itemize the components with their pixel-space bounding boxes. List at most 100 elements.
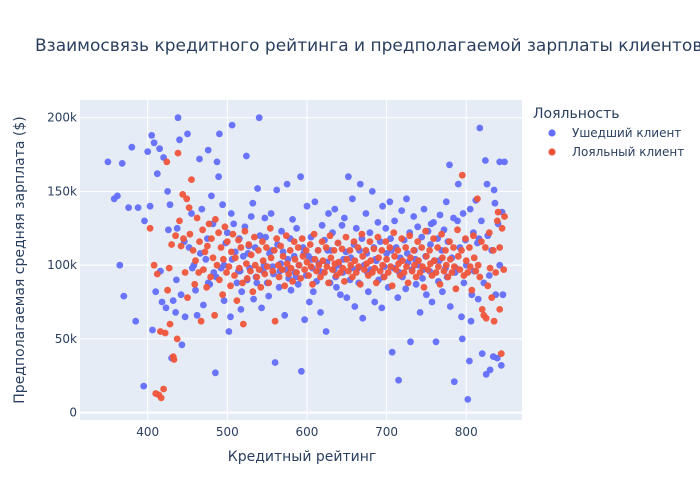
data-point[interactable] (213, 261, 221, 269)
data-point[interactable] (265, 292, 273, 300)
data-point[interactable] (318, 221, 326, 229)
data-point[interactable] (342, 233, 350, 241)
data-point[interactable] (281, 311, 289, 319)
data-point[interactable] (255, 247, 262, 254)
data-point[interactable] (188, 210, 195, 217)
data-point[interactable] (279, 252, 287, 260)
data-point[interactable] (181, 269, 189, 276)
data-point[interactable] (184, 294, 191, 301)
data-point[interactable] (165, 264, 173, 272)
data-point[interactable] (394, 294, 402, 301)
data-point[interactable] (289, 216, 296, 223)
data-point[interactable] (356, 280, 364, 288)
data-point[interactable] (202, 255, 210, 263)
data-point[interactable] (231, 254, 239, 262)
data-point[interactable] (470, 254, 478, 262)
data-point[interactable] (430, 235, 437, 243)
data-point[interactable] (498, 224, 506, 232)
data-point[interactable] (364, 288, 372, 296)
data-point[interactable] (460, 279, 468, 287)
data-point[interactable] (382, 238, 390, 246)
data-point[interactable] (329, 266, 336, 273)
data-point[interactable] (398, 207, 406, 215)
data-point[interactable] (349, 273, 356, 281)
data-point[interactable] (160, 385, 168, 393)
data-point[interactable] (166, 201, 174, 209)
data-point[interactable] (285, 270, 293, 278)
data-point[interactable] (118, 160, 126, 167)
data-point[interactable] (162, 304, 170, 312)
data-point[interactable] (424, 266, 432, 273)
data-point[interactable] (450, 378, 458, 386)
data-point[interactable] (265, 279, 273, 287)
data-point[interactable] (359, 314, 367, 322)
data-point[interactable] (120, 292, 128, 300)
data-point[interactable] (299, 252, 307, 260)
data-point[interactable] (366, 238, 374, 246)
data-point[interactable] (474, 261, 482, 269)
data-point[interactable] (196, 238, 203, 246)
data-point[interactable] (132, 317, 140, 325)
data-point[interactable] (208, 192, 215, 200)
data-point[interactable] (446, 161, 453, 169)
data-point[interactable] (350, 238, 358, 246)
data-point[interactable] (412, 280, 420, 288)
data-point[interactable] (310, 230, 318, 238)
data-point[interactable] (486, 264, 494, 272)
data-point[interactable] (392, 266, 400, 273)
data-point[interactable] (466, 263, 474, 270)
data-point[interactable] (341, 214, 348, 222)
data-point[interactable] (283, 180, 291, 188)
data-point[interactable] (227, 248, 235, 256)
data-point[interactable] (382, 224, 390, 232)
data-point[interactable] (217, 244, 225, 251)
data-point[interactable] (150, 139, 158, 147)
data-point[interactable] (407, 254, 414, 262)
data-point[interactable] (233, 279, 241, 287)
data-point[interactable] (420, 283, 428, 291)
data-point[interactable] (223, 238, 231, 246)
data-point[interactable] (323, 263, 331, 270)
data-point[interactable] (213, 158, 221, 166)
data-point[interactable] (203, 283, 211, 291)
data-point[interactable] (436, 211, 444, 219)
data-point[interactable] (496, 306, 504, 313)
data-point[interactable] (482, 370, 490, 378)
data-point[interactable] (490, 186, 498, 194)
data-point[interactable] (267, 254, 275, 262)
data-point[interactable] (467, 317, 475, 325)
data-point[interactable] (239, 279, 246, 287)
data-point[interactable] (442, 247, 449, 254)
data-point[interactable] (351, 303, 359, 310)
data-point[interactable] (458, 335, 466, 343)
data-point[interactable] (436, 280, 444, 288)
data-point[interactable] (345, 173, 352, 181)
data-point[interactable] (388, 348, 396, 356)
data-point[interactable] (352, 269, 360, 276)
data-point[interactable] (422, 227, 429, 235)
data-point[interactable] (281, 282, 289, 290)
data-point[interactable] (176, 136, 183, 144)
data-point[interactable] (490, 317, 498, 325)
data-point[interactable] (432, 338, 440, 346)
data-point[interactable] (177, 242, 185, 250)
data-point[interactable] (486, 366, 494, 374)
data-point[interactable] (388, 282, 396, 290)
data-point[interactable] (301, 316, 308, 324)
data-point[interactable] (303, 258, 311, 266)
data-point[interactable] (485, 229, 493, 237)
data-point[interactable] (484, 282, 492, 290)
data-point[interactable] (406, 232, 414, 240)
data-point[interactable] (488, 294, 496, 301)
data-point[interactable] (193, 214, 201, 222)
data-point[interactable] (116, 261, 124, 269)
data-point[interactable] (482, 244, 489, 251)
data-point[interactable] (485, 272, 493, 279)
data-point[interactable] (302, 247, 310, 254)
data-point[interactable] (402, 285, 410, 293)
data-point[interactable] (180, 235, 187, 243)
data-point[interactable] (251, 261, 259, 269)
data-point[interactable] (476, 124, 484, 132)
data-point[interactable] (273, 235, 281, 243)
data-point[interactable] (227, 282, 234, 290)
